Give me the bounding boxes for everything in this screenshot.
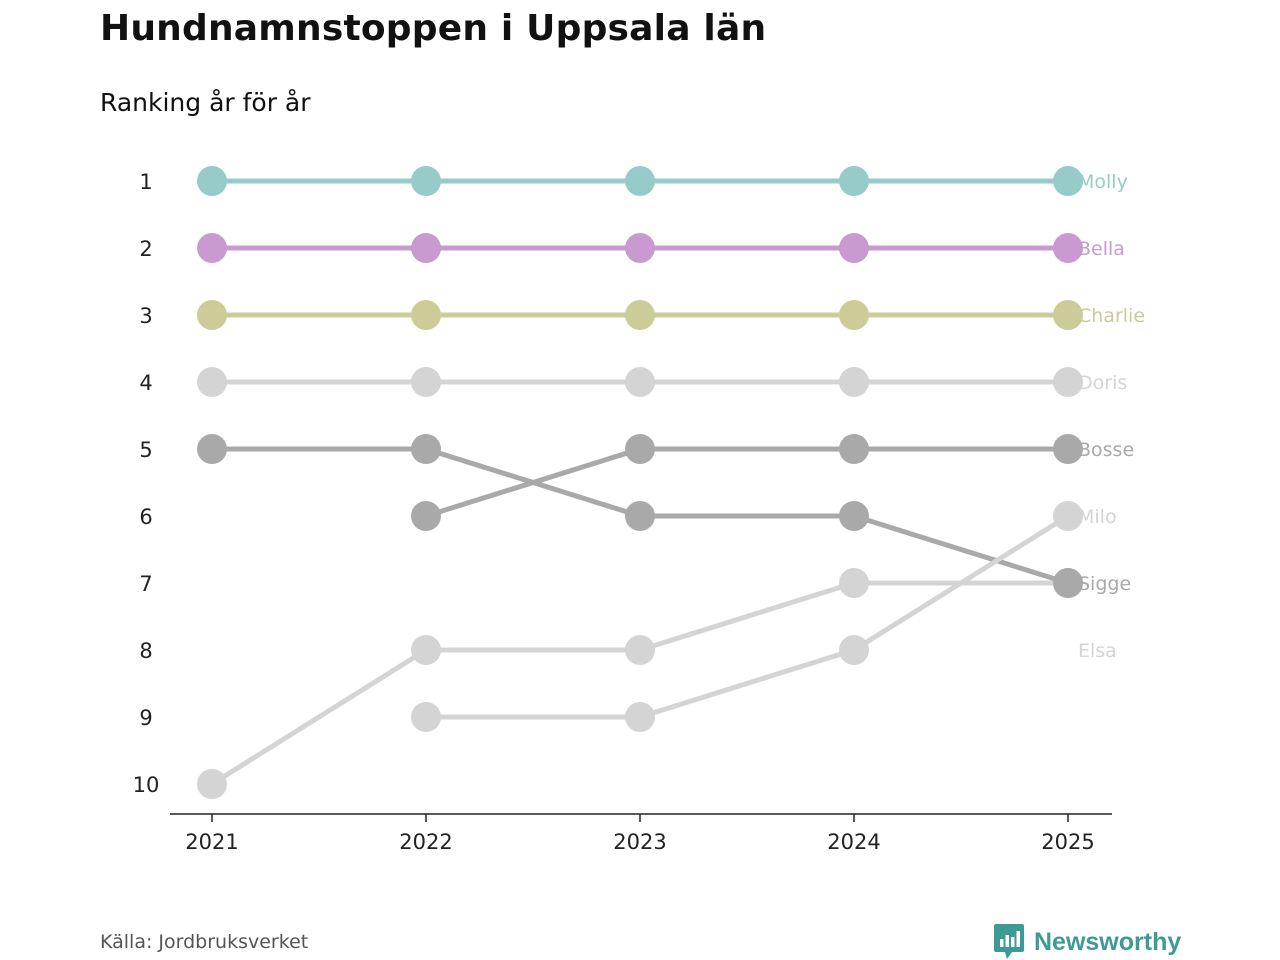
series-label-molly: Molly <box>1078 171 1128 193</box>
series-charlie <box>197 300 1083 330</box>
x-tick-label: 2021 <box>185 830 238 854</box>
y-tick-label: 6 <box>139 505 152 529</box>
point-molly <box>625 166 655 196</box>
point-bosse <box>1053 434 1083 464</box>
point-charlie <box>411 300 441 330</box>
point-sigge <box>625 501 655 531</box>
point-molly <box>411 166 441 196</box>
y-tick-label: 2 <box>139 237 152 261</box>
series-bosse <box>411 434 1083 531</box>
point-doris <box>411 367 441 397</box>
series-label-milo: Milo <box>1078 506 1117 528</box>
series-line-milo <box>851 513 1071 653</box>
point-milo <box>1053 501 1083 531</box>
series-layer: Molly Bella Charlie Doris Bosse Milo Sigge Elsa <box>197 166 1145 799</box>
y-tick-label: 9 <box>139 706 152 730</box>
point-bella <box>411 233 441 263</box>
point-bella <box>625 233 655 263</box>
series-line-sigge <box>851 513 1071 586</box>
point-sigge <box>1053 568 1083 598</box>
point-elsa <box>625 635 655 665</box>
point-molly <box>197 166 227 196</box>
brand-logo[interactable]: Newsworthy <box>994 924 1181 960</box>
point-charlie <box>197 300 227 330</box>
newsworthy-logo-icon <box>994 924 1024 959</box>
series-doris <box>197 367 1083 397</box>
series-label-sigge: Sigge <box>1078 573 1131 595</box>
point-bella <box>197 233 227 263</box>
y-tick-label: 8 <box>139 639 152 663</box>
series-line-milo <box>637 647 857 720</box>
bump-chart: Molly Bella Charlie Doris Bosse Milo Sigge Elsa… <box>133 166 1145 854</box>
y-tick-label: 10 <box>133 773 160 797</box>
point-bella <box>839 233 869 263</box>
series-line-elsa <box>209 647 429 787</box>
series-line-elsa <box>637 580 857 653</box>
point-doris <box>1053 367 1083 397</box>
axis-layer: 1 2 3 4 5 6 7 8 9 10 2021 2022 2023 2024 2025 <box>133 170 1112 854</box>
point-milo <box>411 702 441 732</box>
series-line-bosse <box>423 446 643 519</box>
point-elsa <box>197 769 227 799</box>
series-label-bella: Bella <box>1078 238 1125 260</box>
point-charlie <box>839 300 869 330</box>
series-label-elsa: Elsa <box>1078 640 1117 662</box>
point-bella <box>1053 233 1083 263</box>
point-bosse <box>625 434 655 464</box>
series-milo <box>411 501 1083 732</box>
point-sigge <box>839 501 869 531</box>
point-milo <box>625 702 655 732</box>
point-sigge <box>411 434 441 464</box>
chart-subtitle: Ranking år för år <box>100 88 311 117</box>
point-milo <box>839 635 869 665</box>
point-sigge <box>197 434 227 464</box>
x-tick-label: 2023 <box>613 830 666 854</box>
point-elsa <box>839 568 869 598</box>
x-tick-label: 2024 <box>827 830 880 854</box>
x-tick-label: 2022 <box>399 830 452 854</box>
source-note: Källa: Jordbruksverket <box>100 931 309 953</box>
point-elsa <box>411 635 441 665</box>
y-tick-label: 5 <box>139 438 152 462</box>
point-bosse <box>839 434 869 464</box>
point-charlie <box>1053 300 1083 330</box>
point-charlie <box>625 300 655 330</box>
series-elsa <box>197 568 1083 799</box>
series-label-doris: Doris <box>1078 372 1127 394</box>
brand-name: Newsworthy <box>1034 927 1182 956</box>
point-doris <box>839 367 869 397</box>
series-label-charlie: Charlie <box>1078 305 1145 327</box>
y-tick-label: 4 <box>139 371 152 395</box>
point-bosse <box>411 501 441 531</box>
y-tick-label: 7 <box>139 572 152 596</box>
chart-title: Hundnamnstoppen i Uppsala län <box>100 8 767 49</box>
series-molly <box>197 166 1083 196</box>
point-molly <box>839 166 869 196</box>
point-molly <box>1053 166 1083 196</box>
y-tick-label: 3 <box>139 304 152 328</box>
y-tick-label: 1 <box>139 170 152 194</box>
series-bella <box>197 233 1083 263</box>
point-doris <box>625 367 655 397</box>
series-label-bosse: Bosse <box>1078 439 1134 461</box>
x-tick-label: 2025 <box>1041 830 1094 854</box>
point-doris <box>197 367 227 397</box>
